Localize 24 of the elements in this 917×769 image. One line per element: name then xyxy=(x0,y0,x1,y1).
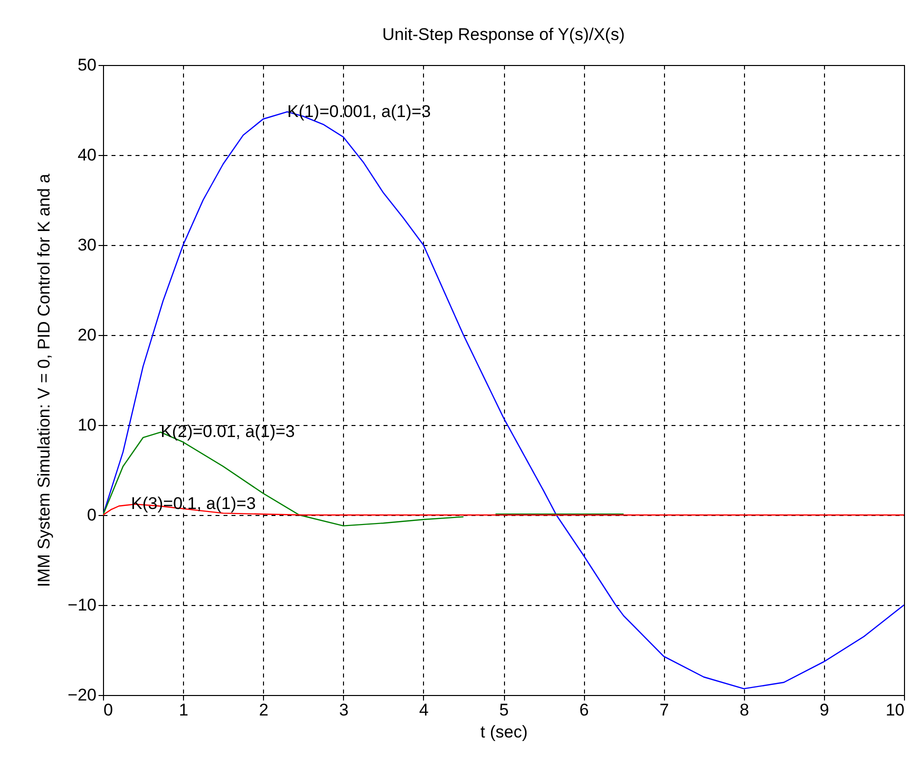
x-axis-title: t (sec) xyxy=(480,722,528,742)
x-tick-label: 7 xyxy=(659,700,669,720)
x-tick-label: 8 xyxy=(740,700,750,720)
x-tick-label: 2 xyxy=(258,700,268,720)
x-tick-label: 0 xyxy=(104,700,113,720)
y-tick-label: 10 xyxy=(78,416,96,434)
y-axis-title: IMM System Simulation: V = 0, PID Control for K and a xyxy=(34,173,54,588)
x-tick-label: 1 xyxy=(178,700,188,720)
y-tick-label: −20 xyxy=(68,686,96,704)
y-tick-label: 40 xyxy=(78,146,96,164)
annotation: K(2)=0.01, a(1)=3 xyxy=(160,422,295,442)
y-tick-label: −10 xyxy=(68,596,96,614)
y-tick-label: 20 xyxy=(78,326,96,344)
y-tick-label: 50 xyxy=(78,56,96,74)
x-tick-label: 9 xyxy=(820,700,830,720)
x-tick-label: 5 xyxy=(499,700,509,720)
annotation: K(1)=0.001, a(1)=3 xyxy=(287,102,431,121)
x-tick-label: 10 xyxy=(886,700,904,720)
y-tick-label: 0 xyxy=(87,506,96,524)
y-tick-label: 30 xyxy=(78,236,96,254)
x-tick-label: 6 xyxy=(579,700,589,720)
chart-title: Unit-Step Response of Y(s)/X(s) xyxy=(382,25,625,44)
x-tick-label: 4 xyxy=(419,700,429,720)
x-tick-label: 3 xyxy=(339,700,349,720)
